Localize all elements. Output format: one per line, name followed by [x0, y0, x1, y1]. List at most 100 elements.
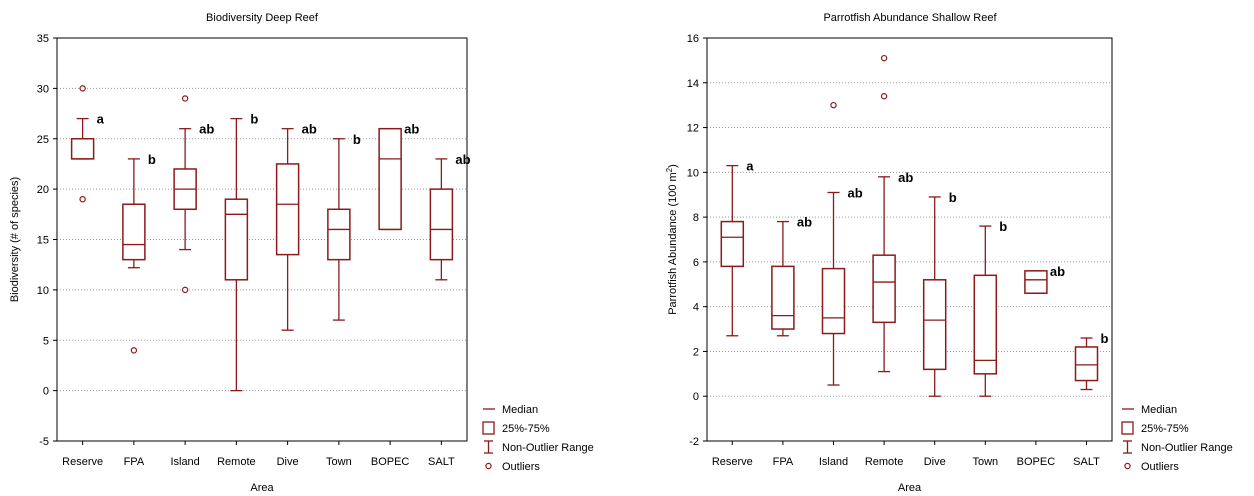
y-tick-label: 16 [687, 33, 699, 45]
x-tick-label: FPA [773, 456, 794, 468]
legend-label: Median [502, 404, 538, 416]
outlier-point [130, 347, 138, 354]
x-axis-title: Area [898, 482, 922, 494]
significance-label: ab [455, 152, 470, 167]
chart-title: Parrotfish Abundance Shallow Reef [823, 12, 997, 24]
chart-1: Biodiversity Deep Reef -5 0 5 10 15 20 25 30 35 Re… [9, 12, 594, 494]
outlier-point [830, 101, 837, 109]
significance-label: ab [848, 185, 863, 200]
x-tick-label: Dive [924, 456, 946, 468]
outlier-point [181, 286, 189, 294]
box-bopec: ab [1024, 264, 1065, 294]
y-tick-label: 25 [37, 134, 49, 146]
box-bopec: ab [378, 122, 419, 231]
outlier-point [880, 93, 888, 100]
y-tick-label: 8 [693, 212, 699, 224]
y-tick-label: 0 [43, 386, 49, 398]
legend-label: 25%-75% [502, 423, 550, 435]
significance-label: a [97, 112, 105, 127]
box-dive: b [922, 190, 957, 397]
legend-label: Median [1141, 404, 1177, 416]
x-tick-label: BOPEC [1017, 456, 1056, 468]
legend-outlier-swatch [485, 462, 492, 470]
significance-label: b [949, 190, 957, 205]
chart-2: Parrotfish Abundance Shallow Reef -2 0 2 4 6 8… [665, 12, 1233, 494]
significance-label: ab [797, 215, 812, 230]
box-reserve: a [720, 159, 754, 337]
box-remote: ab [872, 54, 913, 373]
chart-title: Biodiversity Deep Reef [206, 12, 319, 24]
iqr-box [1074, 346, 1099, 382]
y-tick-label: 35 [37, 33, 49, 45]
iqr-box [70, 138, 95, 160]
box-dive: ab [275, 122, 317, 331]
x-tick-label: Town [326, 456, 352, 468]
y-tick-label: 15 [37, 235, 49, 247]
iqr-box [378, 127, 402, 231]
box-reserve: a [70, 85, 105, 203]
legend: Median 25%-75% Non-Outlier Range Outliers [482, 404, 594, 473]
legend-label: Non-Outlier Range [502, 442, 594, 454]
y-tick-label: 0 [693, 391, 699, 403]
iqr-box [771, 265, 795, 330]
legend-label: Non-Outlier Range [1141, 442, 1233, 454]
y-tick-label: 5 [43, 335, 49, 347]
iqr-box [872, 254, 896, 324]
x-tick-label: Reserve [62, 456, 103, 468]
x-tick-label: Remote [217, 456, 256, 468]
significance-label: b [1101, 331, 1109, 346]
box-island: ab [821, 101, 863, 386]
plot-area [706, 37, 1113, 442]
outlier-point [79, 85, 86, 92]
significance-label: b [999, 219, 1007, 234]
significance-label: ab [404, 122, 419, 137]
y-tick-label: 10 [37, 285, 49, 297]
x-axis-title: Area [250, 482, 274, 494]
significance-label: b [148, 152, 156, 167]
y-tick-label: -2 [689, 436, 699, 448]
y-tick-label: 10 [687, 167, 699, 179]
box-salt: b [1074, 331, 1109, 391]
significance-label: ab [199, 122, 214, 137]
box-remote: b [224, 112, 258, 392]
iqr-box [821, 267, 846, 335]
iqr-box [720, 220, 745, 268]
iqr-box [429, 188, 454, 261]
box-town: b [973, 219, 1007, 397]
iqr-box [275, 163, 300, 256]
x-tick-label: Reserve [712, 456, 753, 468]
y-tick-label: 12 [687, 123, 699, 135]
y-tick-label: 30 [37, 83, 49, 95]
x-tick-label: FPA [124, 456, 145, 468]
legend: Median 25%-75% Non-Outlier Range Outliers [1121, 404, 1233, 473]
x-tick-label: SALT [1073, 456, 1100, 468]
x-tick-label: Remote [865, 456, 904, 468]
iqr-box [922, 279, 947, 371]
outlier-point [880, 54, 888, 62]
x-tick-label: Town [972, 456, 998, 468]
significance-label: b [250, 112, 258, 127]
significance-label: a [746, 159, 754, 174]
iqr-box [122, 203, 146, 261]
legend-label: Outliers [502, 461, 540, 473]
y-tick-label: 4 [693, 302, 699, 314]
outlier-point [181, 95, 189, 102]
legend-box-swatch [482, 421, 495, 435]
y-tick-label: -5 [39, 436, 49, 448]
x-tick-label: Island [170, 456, 199, 468]
iqr-box [224, 198, 249, 281]
box-fpa: b [122, 152, 156, 354]
y-axis-title: Parrotfish Abundance (100 m2) [665, 164, 679, 315]
significance-label: ab [898, 170, 913, 185]
box-fpa: ab [771, 215, 812, 337]
x-tick-label: Dive [277, 456, 299, 468]
iqr-box [973, 274, 998, 375]
significance-label: ab [1050, 264, 1065, 279]
legend-label: 25%-75% [1141, 423, 1189, 435]
x-tick-label: BOPEC [371, 456, 410, 468]
outlier-point [79, 195, 86, 203]
significance-label: ab [302, 122, 317, 137]
box-salt: ab [429, 152, 471, 281]
y-tick-label: 20 [37, 184, 49, 196]
